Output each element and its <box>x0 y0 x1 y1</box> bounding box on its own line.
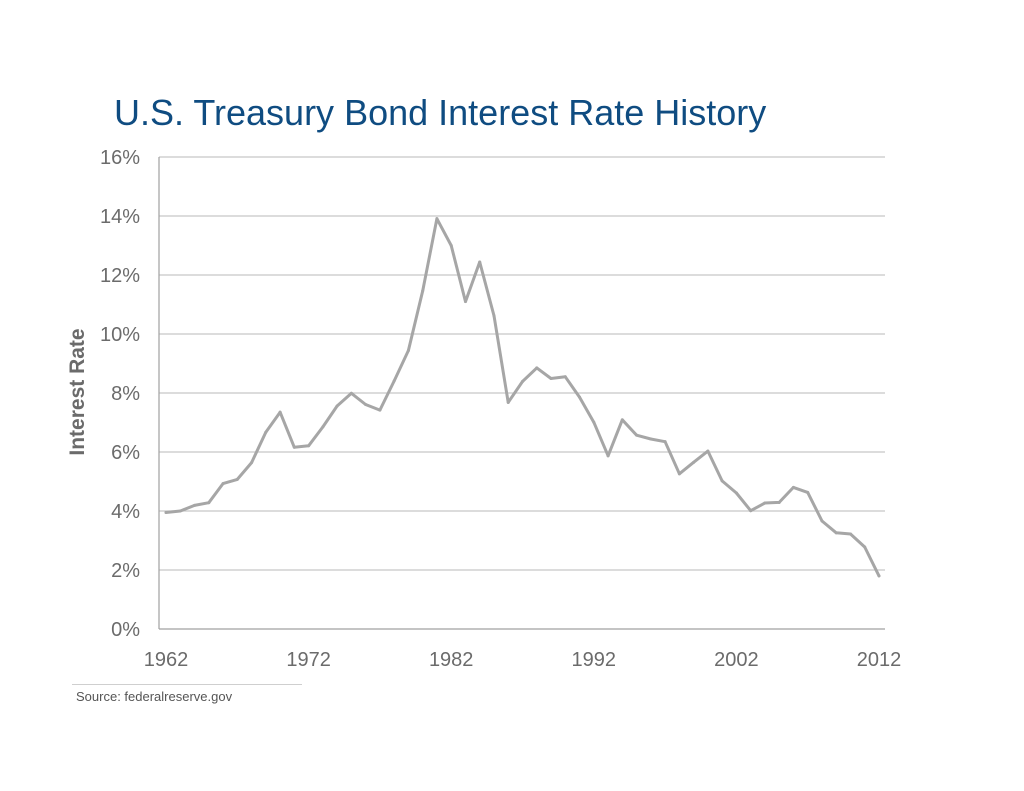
data-point <box>478 260 482 264</box>
data-point <box>820 519 824 523</box>
data-point <box>677 472 681 476</box>
x-tick-label: 1962 <box>144 649 189 671</box>
data-point <box>592 420 596 424</box>
data-point <box>321 425 325 429</box>
data-point <box>777 500 781 504</box>
y-tick-label: 10% <box>100 324 140 346</box>
data-point <box>264 430 268 434</box>
data-point <box>620 418 624 422</box>
data-point <box>250 461 254 465</box>
data-point <box>435 217 439 221</box>
source-divider <box>72 684 302 685</box>
y-tick-label: 4% <box>111 501 140 523</box>
y-tick-labels: 0% 2% 4% 6% 8% 10% 12% 14% 16% <box>100 147 140 641</box>
data-point <box>506 400 510 404</box>
data-point <box>848 532 852 536</box>
chart-title: U.S. Treasury Bond Interest Rate History <box>114 92 767 133</box>
data-point <box>307 444 311 448</box>
data-point <box>863 545 867 549</box>
axes <box>158 157 885 630</box>
data-point <box>549 377 553 381</box>
x-tick-label: 1992 <box>572 649 617 671</box>
data-point <box>349 391 353 395</box>
x-tick-label: 2012 <box>857 649 902 671</box>
data-point <box>235 477 239 481</box>
y-axis-label: Interest Rate <box>66 328 89 455</box>
y-tick-label: 8% <box>111 383 140 405</box>
data-point <box>578 395 582 399</box>
y-tick-label: 6% <box>111 442 140 464</box>
y-tick-label: 2% <box>111 560 140 582</box>
data-point <box>207 501 211 505</box>
data-point <box>364 403 368 407</box>
series-layer <box>164 217 881 578</box>
data-point <box>421 289 425 293</box>
y-tick-label: 16% <box>100 147 140 169</box>
data-point <box>720 479 724 483</box>
data-point <box>763 501 767 505</box>
gridlines <box>159 156 885 571</box>
data-point <box>706 449 710 453</box>
data-point <box>378 408 382 412</box>
data-point <box>635 433 639 437</box>
x-tick-label: 2002 <box>714 649 759 671</box>
data-point <box>606 454 610 458</box>
data-point <box>749 509 753 513</box>
source-note: Source: federalreserve.gov <box>76 689 233 704</box>
data-point <box>292 445 296 449</box>
data-point <box>734 491 738 495</box>
data-point <box>193 503 197 507</box>
data-point <box>877 574 881 578</box>
data-point <box>406 349 410 353</box>
data-point <box>649 437 653 441</box>
series-line <box>164 217 881 578</box>
y-tick-label: 14% <box>100 206 140 228</box>
data-point <box>663 440 667 444</box>
data-point <box>449 244 453 247</box>
data-point <box>392 379 396 383</box>
data-point <box>521 379 524 383</box>
data-point <box>164 510 168 514</box>
data-point <box>463 300 467 304</box>
data-point <box>221 482 225 486</box>
data-point <box>278 410 282 414</box>
x-tick-label: 1982 <box>429 649 474 671</box>
data-point <box>335 404 339 408</box>
data-point <box>492 314 496 318</box>
data-point <box>806 490 810 494</box>
data-point <box>535 366 539 370</box>
data-point <box>834 531 838 535</box>
data-point <box>692 460 696 464</box>
x-tick-labels: 1962 1972 1982 1992 2002 2012 <box>144 649 902 671</box>
y-tick-label: 0% <box>111 619 140 641</box>
data-point <box>563 375 567 379</box>
y-tick-label: 12% <box>100 265 140 287</box>
data-point <box>178 509 182 513</box>
x-tick-label: 1972 <box>286 649 331 671</box>
data-point <box>791 485 795 489</box>
